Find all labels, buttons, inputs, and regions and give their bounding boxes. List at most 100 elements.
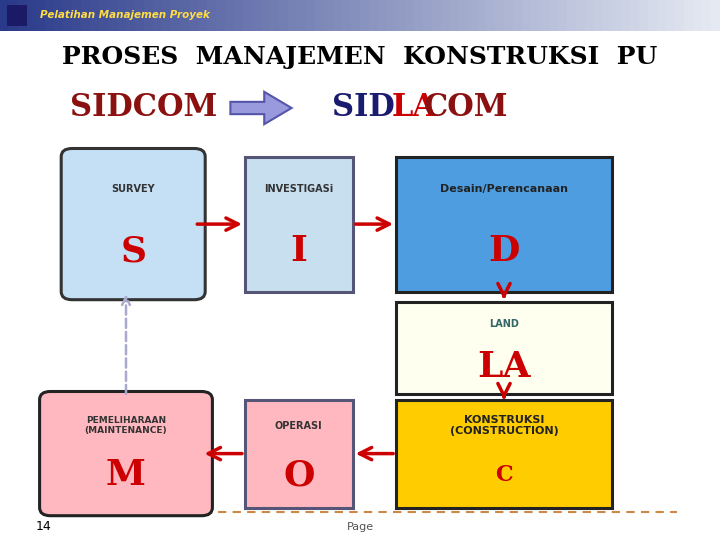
FancyBboxPatch shape — [414, 0, 423, 31]
FancyBboxPatch shape — [396, 302, 612, 394]
FancyBboxPatch shape — [27, 0, 37, 31]
FancyBboxPatch shape — [396, 157, 612, 292]
FancyBboxPatch shape — [216, 0, 226, 31]
FancyBboxPatch shape — [117, 0, 127, 31]
FancyBboxPatch shape — [40, 392, 212, 516]
FancyBboxPatch shape — [594, 0, 603, 31]
Text: M: M — [106, 458, 146, 492]
FancyBboxPatch shape — [245, 400, 353, 508]
FancyBboxPatch shape — [675, 0, 685, 31]
FancyBboxPatch shape — [108, 0, 118, 31]
FancyBboxPatch shape — [558, 0, 568, 31]
FancyBboxPatch shape — [81, 0, 91, 31]
Text: COM: COM — [423, 92, 508, 124]
FancyBboxPatch shape — [288, 0, 298, 31]
FancyBboxPatch shape — [684, 0, 693, 31]
FancyBboxPatch shape — [245, 157, 353, 292]
FancyBboxPatch shape — [531, 0, 541, 31]
FancyBboxPatch shape — [387, 0, 397, 31]
FancyBboxPatch shape — [621, 0, 631, 31]
FancyBboxPatch shape — [61, 148, 205, 300]
FancyBboxPatch shape — [693, 0, 703, 31]
Text: I: I — [290, 234, 307, 268]
FancyBboxPatch shape — [189, 0, 199, 31]
FancyBboxPatch shape — [378, 0, 387, 31]
FancyBboxPatch shape — [261, 0, 271, 31]
Text: INVESTIGASi: INVESTIGASi — [264, 184, 333, 194]
FancyBboxPatch shape — [450, 0, 459, 31]
FancyBboxPatch shape — [468, 0, 478, 31]
FancyBboxPatch shape — [657, 0, 667, 31]
FancyBboxPatch shape — [315, 0, 325, 31]
FancyBboxPatch shape — [702, 0, 711, 31]
FancyBboxPatch shape — [432, 0, 441, 31]
Text: LA: LA — [392, 92, 436, 124]
Text: LA: LA — [477, 350, 531, 383]
FancyBboxPatch shape — [405, 0, 415, 31]
FancyBboxPatch shape — [99, 0, 109, 31]
Text: C: C — [495, 464, 513, 486]
FancyBboxPatch shape — [36, 0, 46, 31]
FancyBboxPatch shape — [243, 0, 253, 31]
Text: OPERASI: OPERASI — [275, 421, 323, 430]
FancyBboxPatch shape — [9, 0, 19, 31]
FancyBboxPatch shape — [144, 0, 154, 31]
FancyBboxPatch shape — [576, 0, 586, 31]
Text: O: O — [283, 458, 315, 492]
FancyBboxPatch shape — [369, 0, 379, 31]
FancyBboxPatch shape — [333, 0, 343, 31]
Text: LAND: LAND — [489, 320, 519, 329]
FancyBboxPatch shape — [441, 0, 451, 31]
FancyBboxPatch shape — [162, 0, 172, 31]
FancyBboxPatch shape — [495, 0, 505, 31]
FancyBboxPatch shape — [567, 0, 577, 31]
Text: SURVEY: SURVEY — [112, 184, 155, 194]
Text: Pelatihan Manajemen Proyek: Pelatihan Manajemen Proyek — [40, 10, 210, 21]
Text: S: S — [120, 234, 146, 268]
FancyBboxPatch shape — [153, 0, 163, 31]
Text: Desain/Perencanaan: Desain/Perencanaan — [440, 184, 568, 194]
FancyBboxPatch shape — [306, 0, 316, 31]
FancyBboxPatch shape — [297, 0, 307, 31]
FancyBboxPatch shape — [423, 0, 433, 31]
FancyBboxPatch shape — [180, 0, 190, 31]
FancyBboxPatch shape — [342, 0, 351, 31]
FancyBboxPatch shape — [234, 0, 243, 31]
FancyBboxPatch shape — [126, 0, 135, 31]
FancyBboxPatch shape — [72, 0, 82, 31]
FancyBboxPatch shape — [225, 0, 235, 31]
FancyBboxPatch shape — [207, 0, 217, 31]
Text: SIDCOM: SIDCOM — [71, 92, 217, 124]
FancyBboxPatch shape — [648, 0, 658, 31]
FancyBboxPatch shape — [18, 0, 28, 31]
FancyBboxPatch shape — [351, 0, 361, 31]
FancyBboxPatch shape — [396, 400, 612, 508]
FancyBboxPatch shape — [45, 0, 55, 31]
FancyBboxPatch shape — [360, 0, 370, 31]
Text: KONSTRUKSI
(CONSTRUCTION): KONSTRUKSI (CONSTRUCTION) — [449, 415, 559, 436]
Text: Page: Page — [346, 522, 374, 531]
Polygon shape — [230, 92, 292, 124]
FancyBboxPatch shape — [324, 0, 334, 31]
FancyBboxPatch shape — [63, 0, 73, 31]
FancyBboxPatch shape — [630, 0, 639, 31]
FancyBboxPatch shape — [459, 0, 469, 31]
Text: SID: SID — [332, 92, 395, 124]
FancyBboxPatch shape — [198, 0, 208, 31]
FancyBboxPatch shape — [135, 0, 145, 31]
FancyBboxPatch shape — [540, 0, 550, 31]
FancyBboxPatch shape — [603, 0, 613, 31]
Text: PEMELIHARAAN
(MAINTENANCE): PEMELIHARAAN (MAINTENANCE) — [85, 416, 167, 435]
FancyBboxPatch shape — [504, 0, 513, 31]
Text: D: D — [488, 234, 520, 268]
FancyBboxPatch shape — [477, 0, 487, 31]
FancyBboxPatch shape — [639, 0, 649, 31]
FancyBboxPatch shape — [711, 0, 720, 31]
FancyBboxPatch shape — [396, 0, 406, 31]
FancyBboxPatch shape — [612, 0, 621, 31]
FancyBboxPatch shape — [279, 0, 289, 31]
FancyBboxPatch shape — [0, 0, 10, 31]
FancyBboxPatch shape — [252, 0, 262, 31]
Text: PROSES  MANAJEMEN  KONSTRUKSI  PU: PROSES MANAJEMEN KONSTRUKSI PU — [63, 45, 657, 69]
FancyBboxPatch shape — [585, 0, 595, 31]
